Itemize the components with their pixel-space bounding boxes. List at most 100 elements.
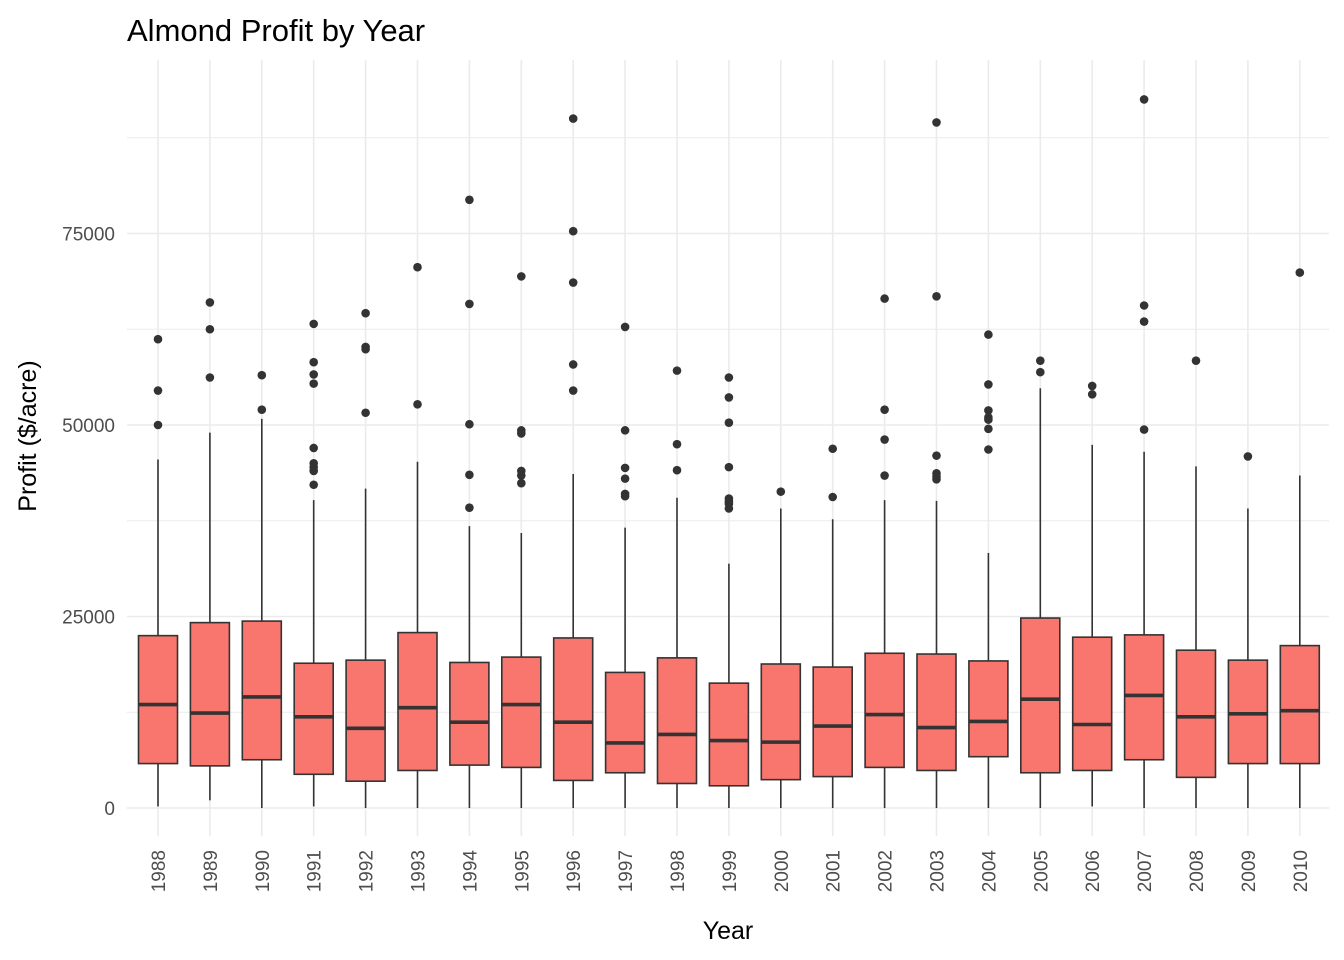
outlier-point xyxy=(1036,356,1045,365)
x-tick-label: 1998 xyxy=(668,850,689,892)
box-2004 xyxy=(968,330,1009,808)
box-1997 xyxy=(604,322,646,808)
outlier-point xyxy=(153,420,163,430)
x-tick-label: 2004 xyxy=(979,850,1000,893)
boxes xyxy=(137,95,1321,808)
box-iqr xyxy=(708,682,750,787)
outlier-point xyxy=(153,334,163,344)
y-tick-label: 50000 xyxy=(62,416,115,437)
box-2001 xyxy=(812,444,854,808)
outlier-point xyxy=(724,504,734,513)
chart-title: Almond Profit by Year xyxy=(127,13,425,48)
outlier-point xyxy=(568,226,578,236)
outlier-point xyxy=(880,435,889,444)
outlier-point xyxy=(984,330,993,339)
x-tick-label: 1988 xyxy=(149,850,170,892)
box-iqr xyxy=(189,621,231,767)
x-axis-title: Year xyxy=(703,917,754,945)
box-iqr xyxy=(812,666,854,778)
box-iqr xyxy=(345,659,386,782)
box-iqr xyxy=(656,657,698,785)
outlier-point xyxy=(465,195,474,205)
outlier-point xyxy=(1036,367,1045,377)
box-1989 xyxy=(189,298,231,801)
box-2008 xyxy=(1175,356,1217,808)
box-iqr xyxy=(1175,649,1217,779)
box-iqr xyxy=(760,663,802,781)
outlier-point xyxy=(724,418,734,428)
x-tick-label: 1989 xyxy=(201,850,222,892)
outlier-point xyxy=(828,492,837,502)
box-2000 xyxy=(760,487,802,808)
box-2010 xyxy=(1279,268,1321,808)
y-axis-ticks: 0 25000 50000 75000 xyxy=(62,225,115,821)
y-tick-label: 75000 xyxy=(62,225,115,246)
outlier-point xyxy=(828,444,837,454)
box-iqr xyxy=(916,653,957,772)
box-2007 xyxy=(1123,95,1165,808)
x-tick-label: 2005 xyxy=(1031,850,1052,892)
outlier-point xyxy=(465,503,474,513)
outlier-point xyxy=(672,465,682,475)
outlier-point xyxy=(672,439,682,449)
box-iqr xyxy=(604,671,646,774)
y-tick-label: 25000 xyxy=(62,608,115,629)
outlier-point xyxy=(880,471,889,480)
box-1988 xyxy=(137,334,179,807)
outlier-point xyxy=(517,429,526,438)
outlier-point xyxy=(776,487,786,496)
outlier-point xyxy=(724,373,734,382)
box-1996 xyxy=(552,114,594,808)
outlier-point xyxy=(984,415,993,424)
outlier-point xyxy=(309,379,319,388)
outlier-point xyxy=(984,424,993,434)
x-tick-label: 1997 xyxy=(616,850,637,892)
outlier-point xyxy=(465,419,474,429)
x-axis-ticks: 1988 1989 1990 1991 1992 1993 1994 1995 1996 1997… xyxy=(149,850,1312,893)
box-iqr xyxy=(397,631,438,772)
box-iqr xyxy=(968,660,1009,758)
x-tick-label: 1999 xyxy=(720,850,741,892)
outlier-point xyxy=(620,491,630,501)
outlier-point xyxy=(465,299,474,309)
box-iqr xyxy=(864,652,905,769)
outlier-point xyxy=(517,272,526,281)
y-axis-title: Profit ($/acre) xyxy=(14,360,42,511)
box-iqr xyxy=(1071,636,1113,772)
outlier-point xyxy=(672,366,682,375)
outlier-point xyxy=(880,294,889,303)
outlier-point xyxy=(1087,390,1097,399)
outlier-point xyxy=(984,445,993,454)
x-tick-label: 1992 xyxy=(357,850,378,892)
outlier-point xyxy=(568,114,578,123)
outlier-point xyxy=(1139,301,1149,310)
box-iqr xyxy=(1019,617,1061,774)
outlier-point xyxy=(309,370,319,379)
outlier-point xyxy=(568,278,578,287)
box-2009 xyxy=(1227,452,1269,808)
box-1998 xyxy=(656,366,698,808)
outlier-point xyxy=(724,462,734,472)
outlier-point xyxy=(309,443,319,453)
outlier-point xyxy=(724,393,734,402)
outlier-point xyxy=(1191,356,1201,365)
x-tick-label: 1990 xyxy=(253,850,274,892)
x-tick-label: 2009 xyxy=(1239,850,1260,892)
box-iqr xyxy=(241,620,283,761)
outlier-point xyxy=(205,324,215,334)
box-iqr xyxy=(293,662,335,776)
x-tick-label: 2001 xyxy=(824,850,845,892)
outlier-point xyxy=(620,474,630,483)
x-tick-label: 2010 xyxy=(1291,850,1312,892)
box-1999 xyxy=(708,373,750,808)
outlier-point xyxy=(361,408,370,418)
outlier-point xyxy=(309,466,319,476)
outlier-point xyxy=(361,308,370,318)
outlier-point xyxy=(620,426,630,435)
outlier-point xyxy=(257,405,267,414)
outlier-point xyxy=(309,480,319,490)
box-1993 xyxy=(397,262,438,808)
y-tick-label: 0 xyxy=(104,799,115,820)
box-2003 xyxy=(916,118,957,808)
